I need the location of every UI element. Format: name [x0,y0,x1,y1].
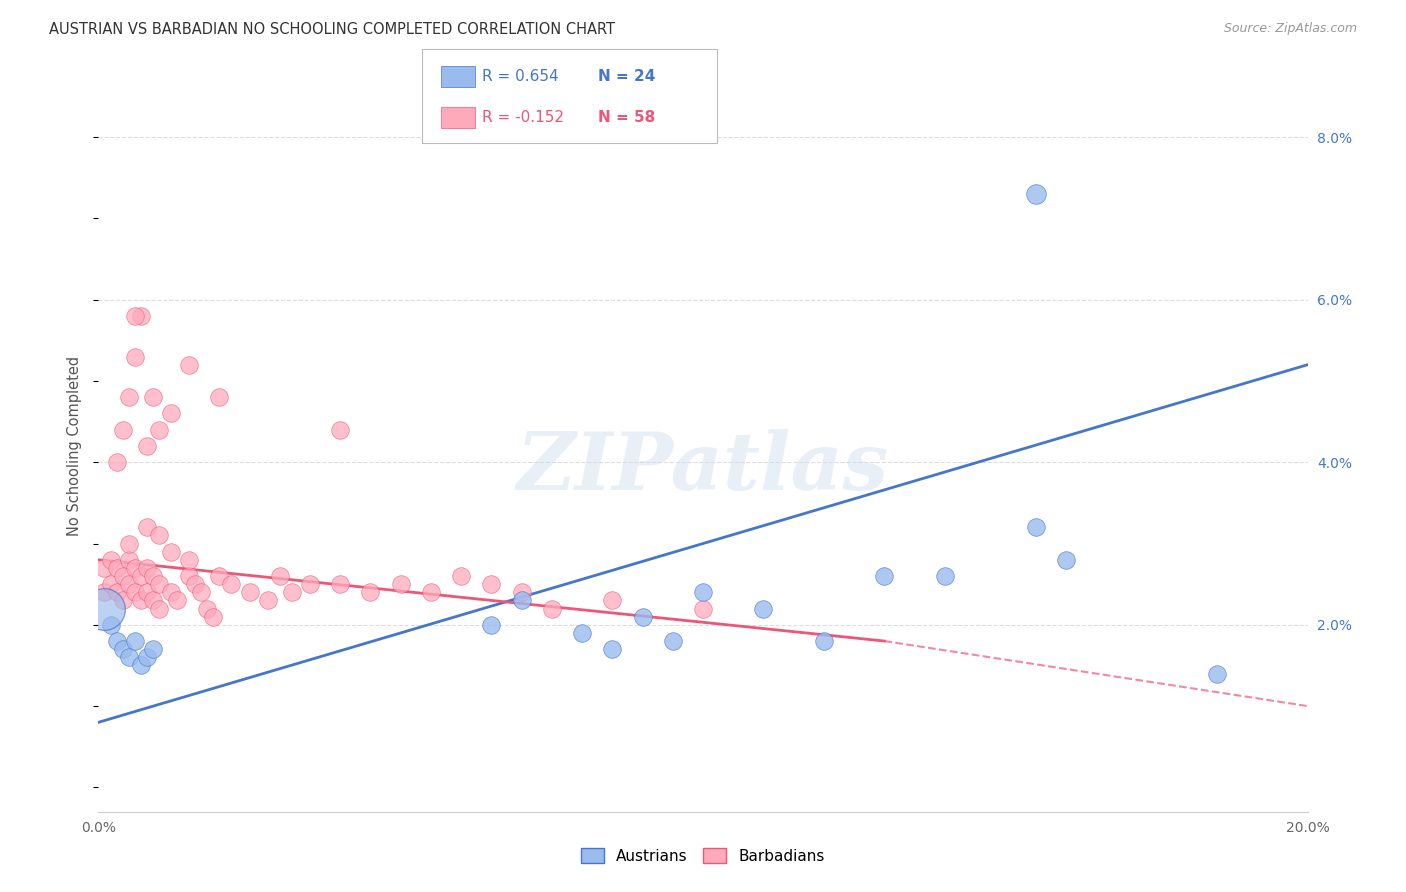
Point [661,634,683,648]
Point [100,553,122,567]
Point [481,577,503,591]
Point [124,309,146,323]
Text: R = -0.152: R = -0.152 [482,111,564,125]
Point [142,642,165,657]
Point [142,593,165,607]
Text: N = 24: N = 24 [598,70,655,84]
Point [510,585,533,599]
Point [692,601,714,615]
Point [111,593,134,607]
Point [602,642,624,657]
Point [481,617,503,632]
Point [135,585,157,599]
Point [124,561,146,575]
Point [360,585,382,599]
Point [179,553,201,567]
Y-axis label: No Schooling Completed: No Schooling Completed [67,356,83,536]
Point [329,577,352,591]
Point [148,423,170,437]
Point [111,569,134,583]
Point [160,585,183,599]
Point [269,569,291,583]
Point [166,593,188,607]
Point [540,601,562,615]
Point [571,626,593,640]
Point [148,601,170,615]
Point [118,577,141,591]
Point [256,593,278,607]
Point [184,577,207,591]
Point [602,593,624,607]
Point [208,390,231,404]
Point [1024,520,1046,534]
Point [142,390,165,404]
Point [202,609,225,624]
Text: N = 58: N = 58 [598,111,655,125]
Point [105,634,128,648]
Point [281,585,304,599]
Point [160,544,183,558]
Point [118,390,141,404]
Point [1206,666,1229,681]
Point [135,561,157,575]
Point [1024,187,1046,202]
Point [389,577,412,591]
Point [813,634,835,648]
Point [129,658,152,673]
Text: R = 0.654: R = 0.654 [482,70,558,84]
Point [93,561,115,575]
Point [118,650,141,665]
Point [692,585,714,599]
Point [135,520,157,534]
Point [148,577,170,591]
Point [934,569,956,583]
Point [93,601,115,615]
Point [190,585,212,599]
Point [299,577,322,591]
Point [135,439,157,453]
Point [631,609,654,624]
Point [160,407,183,421]
Point [93,585,115,599]
Point [195,601,218,615]
Point [1054,553,1077,567]
Point [124,634,146,648]
Point [873,569,896,583]
Text: ZIPatlas: ZIPatlas [517,429,889,507]
Point [118,536,141,550]
Point [420,585,443,599]
Legend: Austrians, Barbadians: Austrians, Barbadians [575,842,831,870]
Point [100,617,122,632]
Point [450,569,472,583]
Point [179,358,201,372]
Point [208,569,231,583]
Text: Source: ZipAtlas.com: Source: ZipAtlas.com [1223,22,1357,36]
Point [135,650,157,665]
Point [148,528,170,542]
Point [118,553,141,567]
Point [124,350,146,364]
Point [129,569,152,583]
Text: AUSTRIAN VS BARBADIAN NO SCHOOLING COMPLETED CORRELATION CHART: AUSTRIAN VS BARBADIAN NO SCHOOLING COMPL… [49,22,616,37]
Point [221,577,243,591]
Point [111,423,134,437]
Point [752,601,775,615]
Point [105,455,128,469]
Point [124,585,146,599]
Point [129,593,152,607]
Point [329,423,352,437]
Point [105,585,128,599]
Point [111,642,134,657]
Point [129,309,152,323]
Point [105,561,128,575]
Point [239,585,262,599]
Point [179,569,201,583]
Point [510,593,533,607]
Point [100,577,122,591]
Point [142,569,165,583]
